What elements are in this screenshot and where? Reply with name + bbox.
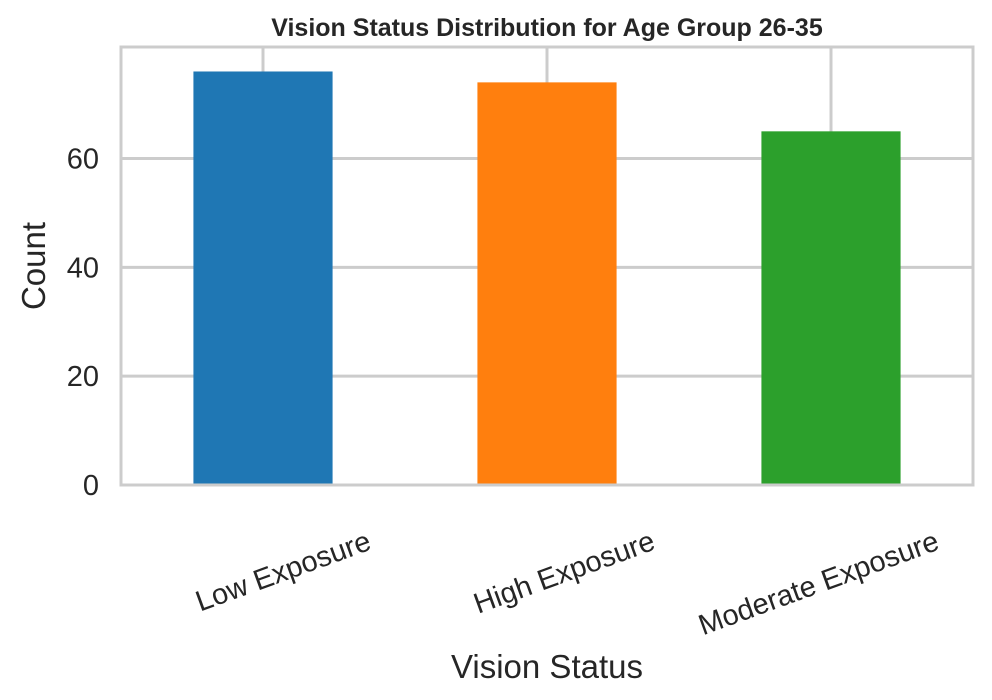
- bar: [477, 82, 617, 486]
- y-tick-label: 20: [67, 361, 99, 393]
- y-tick-label: 0: [83, 470, 99, 502]
- bar: [193, 71, 333, 486]
- x-tick-label: Moderate Exposure: [694, 525, 943, 642]
- y-tick-labels: 0 20 40 60: [67, 144, 99, 502]
- bar-layer: [193, 71, 901, 486]
- chart-title: Vision Status Distribution for Age Group…: [271, 14, 823, 42]
- x-axis-label: Vision Status: [451, 648, 643, 685]
- x-tick-label: Low Exposure: [192, 525, 376, 618]
- bar: [761, 131, 901, 486]
- y-axis-label: Count: [15, 222, 52, 310]
- x-tick-labels: Low Exposure High Exposure Moderate Exposu…: [192, 525, 944, 642]
- x-tick-label: High Exposure: [470, 525, 660, 620]
- y-tick-label: 40: [67, 252, 99, 284]
- y-tick-label: 60: [67, 144, 99, 176]
- plot-frame: [119, 45, 975, 487]
